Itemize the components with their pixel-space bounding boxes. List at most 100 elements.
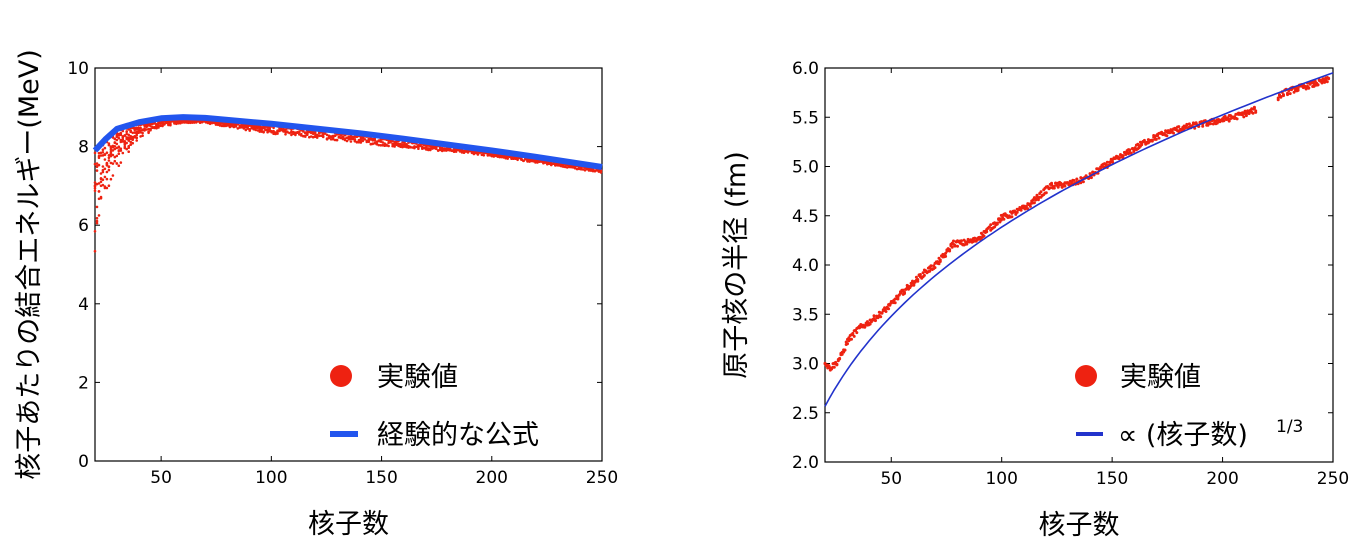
experimental-point	[405, 145, 408, 149]
experimental-point	[903, 290, 906, 294]
experimental-point	[206, 121, 210, 124]
experimental-point	[131, 141, 134, 145]
experimental-point	[387, 144, 390, 148]
experimental-point	[409, 145, 412, 149]
experimental-point	[341, 137, 345, 140]
experimental-point	[1091, 170, 1095, 174]
experimental-point	[846, 342, 849, 346]
nuclear-radius-chart: 50 100 150 200 250 2.0 2.5 3.0 3.5 4.0 4.5 5.0 5.5 6.…	[721, 59, 1349, 541]
experimental-point	[151, 122, 154, 126]
experimental-point	[181, 121, 184, 124]
experimental-point	[429, 147, 432, 150]
experimental-point	[143, 129, 146, 132]
experimental-point	[401, 141, 404, 144]
experimental-point	[125, 137, 128, 141]
experimental-point	[317, 134, 321, 138]
experimental-point	[129, 134, 132, 138]
experimental-point	[1251, 111, 1255, 115]
experimental-point	[95, 169, 99, 172]
x-tick-label: 250	[1317, 469, 1349, 489]
experimental-point	[1154, 137, 1158, 141]
experimental-point	[95, 182, 99, 186]
experimental-point	[194, 121, 198, 124]
x-tick-label: 200	[476, 468, 508, 488]
experimental-point	[133, 135, 136, 138]
experimental-point	[290, 130, 293, 133]
legend-marker-experimental	[330, 365, 352, 387]
experimental-point	[500, 155, 504, 159]
x-tick-label: 100	[255, 468, 287, 488]
experimental-point	[1227, 119, 1231, 123]
experimental-point	[238, 124, 242, 128]
experimental-point	[113, 141, 117, 145]
experimental-point	[399, 145, 402, 148]
experimental-point	[127, 150, 130, 153]
experimental-point	[1072, 179, 1076, 182]
experimental-point	[952, 239, 955, 243]
experimental-point	[216, 123, 220, 127]
experimental-point	[232, 123, 236, 126]
experimental-point	[262, 130, 265, 133]
experimental-point	[103, 146, 107, 150]
experimental-point	[379, 144, 383, 147]
experimental-point	[1104, 163, 1108, 167]
experimental-point	[149, 127, 152, 131]
experimental-point	[300, 132, 303, 136]
experimental-point	[129, 130, 132, 134]
experimental-point	[115, 142, 119, 146]
experimental-point	[956, 244, 959, 248]
experimental-point	[99, 154, 103, 157]
experimental-point	[863, 325, 867, 329]
experimental-point	[353, 135, 357, 138]
experimental-point	[167, 122, 170, 126]
experimental-point	[351, 135, 355, 139]
experimental-point	[95, 219, 99, 223]
experimental-point	[109, 177, 113, 181]
experimental-point	[973, 236, 977, 240]
experimental-point	[490, 154, 494, 158]
experimental-point	[228, 125, 232, 129]
experimental-point	[446, 148, 450, 152]
experimental-point	[127, 128, 130, 131]
experimental-point	[1039, 190, 1043, 194]
y-tick-label: 2.5	[792, 404, 819, 424]
experimental-point	[230, 124, 234, 128]
experimental-point	[123, 140, 127, 143]
experimental-point	[363, 138, 367, 141]
experimental-point	[313, 132, 317, 136]
x-tick-label: 150	[365, 468, 397, 488]
experimental-point	[214, 123, 218, 126]
experimental-point	[569, 165, 573, 169]
experimental-point	[1075, 177, 1079, 181]
experimental-point	[571, 165, 575, 168]
experimental-point	[111, 174, 115, 177]
y-tick-label: 4.0	[792, 256, 819, 276]
experimental-point	[1165, 134, 1169, 138]
experimental-point	[425, 145, 428, 149]
experimental-point	[143, 123, 146, 127]
experimental-point	[1177, 125, 1181, 129]
experimental-point	[119, 138, 123, 142]
experimental-point	[1252, 105, 1256, 109]
experimental-point	[119, 161, 123, 164]
experimental-point	[288, 131, 291, 135]
experimental-point	[1024, 204, 1028, 208]
experimental-point	[381, 143, 385, 147]
experimental-point	[1209, 122, 1213, 126]
experimental-point	[375, 142, 379, 145]
experimental-point	[286, 130, 289, 133]
experimental-point	[371, 142, 375, 145]
experimental-point	[1056, 185, 1060, 189]
experimental-point	[367, 138, 371, 142]
experimental-point	[912, 283, 916, 287]
experimental-point	[325, 137, 329, 141]
experimental-point	[403, 141, 406, 145]
experimental-point	[1081, 180, 1085, 184]
experimental-point	[868, 322, 872, 326]
cube-root-fit-line	[824, 72, 1334, 407]
experimental-point	[452, 149, 456, 152]
experimental-point	[327, 136, 331, 140]
experimental-point	[319, 134, 323, 137]
experimental-point	[1142, 138, 1146, 142]
experimental-point	[928, 269, 932, 273]
